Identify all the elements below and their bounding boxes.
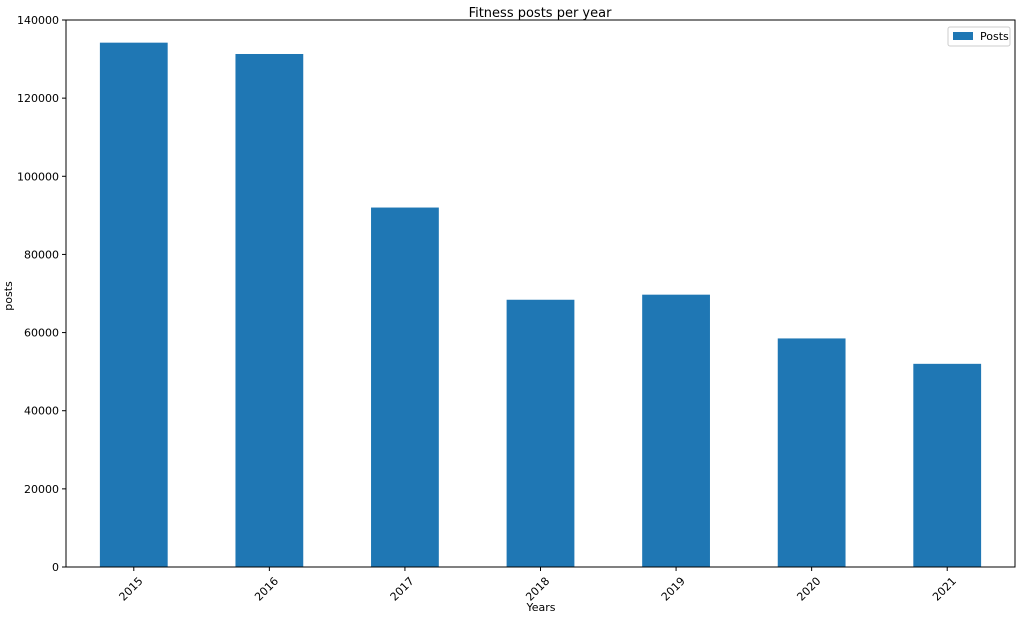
y-tick-label: 20000 bbox=[24, 483, 59, 496]
bar-2015 bbox=[99, 42, 168, 567]
y-tick-label: 60000 bbox=[24, 327, 59, 340]
bar-2021 bbox=[913, 363, 982, 567]
y-tick-label: 140000 bbox=[17, 14, 59, 27]
y-tick-label: 0 bbox=[52, 561, 59, 574]
legend: Posts bbox=[947, 26, 1011, 47]
y-axis-ticks: 0 20000 40000 60000 80000 100000 120000 140000 bbox=[17, 14, 66, 574]
y-tick-label: 120000 bbox=[17, 92, 59, 105]
x-axis-label: Years bbox=[525, 601, 555, 614]
bars-group bbox=[99, 42, 982, 568]
y-tick-label: 40000 bbox=[24, 405, 59, 418]
plot-frame bbox=[65, 19, 1016, 568]
legend-label: Posts bbox=[980, 30, 1009, 43]
bar-2017 bbox=[371, 207, 439, 568]
legend-swatch bbox=[953, 32, 973, 40]
legend-box bbox=[947, 26, 1011, 47]
bar-2018 bbox=[506, 299, 575, 567]
bar-2016 bbox=[235, 53, 304, 568]
y-tick-label: 80000 bbox=[24, 248, 59, 261]
y-axis-label: posts bbox=[2, 281, 15, 311]
chart-title: Fitness posts per year bbox=[469, 6, 613, 21]
bar-2020 bbox=[777, 338, 846, 567]
bar-2019 bbox=[642, 294, 710, 567]
y-tick-label: 100000 bbox=[17, 170, 59, 183]
